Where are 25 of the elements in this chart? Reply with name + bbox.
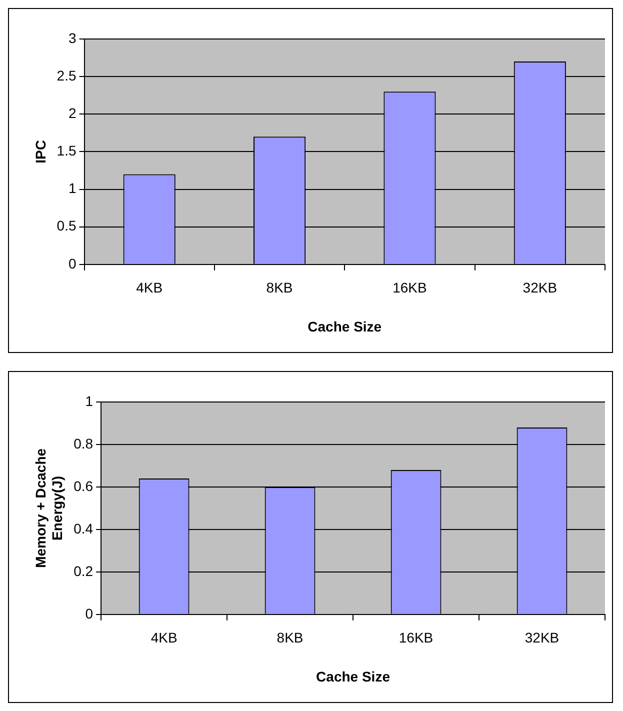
y-tick-label: 0 — [68, 255, 76, 272]
y-tick-label: 0.6 — [74, 478, 94, 494]
y-axis-title: Memory + Dcache Energy(J) — [32, 448, 66, 568]
x-tick-label: 32KB — [522, 280, 558, 296]
y-tick-label: 1 — [68, 180, 76, 196]
y-tick-label: 0.5 — [56, 218, 76, 234]
y-tick-label: 0 — [85, 605, 94, 622]
y-tick-label: 1 — [85, 392, 94, 409]
x-axis-title: Cache Size — [308, 318, 382, 334]
x-tick-label: 32KB — [524, 630, 560, 646]
x-tick-label: 8KB — [266, 280, 293, 296]
x-tick-label: 4KB — [150, 630, 178, 646]
x-tick-label: 8KB — [276, 630, 304, 646]
y-axis-title: IPC — [32, 140, 48, 164]
y-tick-label: 0.4 — [74, 520, 94, 536]
x-tick-label: 16KB — [392, 280, 427, 296]
x-tick-label: 4KB — [136, 280, 163, 296]
y-tick-label: 0.8 — [74, 435, 94, 452]
y-tick-label: 1.5 — [56, 142, 76, 159]
y-tick-label: 0.2 — [74, 562, 94, 579]
y-tick-label: 3 — [68, 30, 76, 46]
y-tick-label: 2.5 — [56, 67, 76, 84]
y-tick-label: 2 — [68, 104, 76, 121]
x-tick-label: 16KB — [398, 630, 434, 646]
x-axis-title: Cache Size — [316, 668, 390, 684]
